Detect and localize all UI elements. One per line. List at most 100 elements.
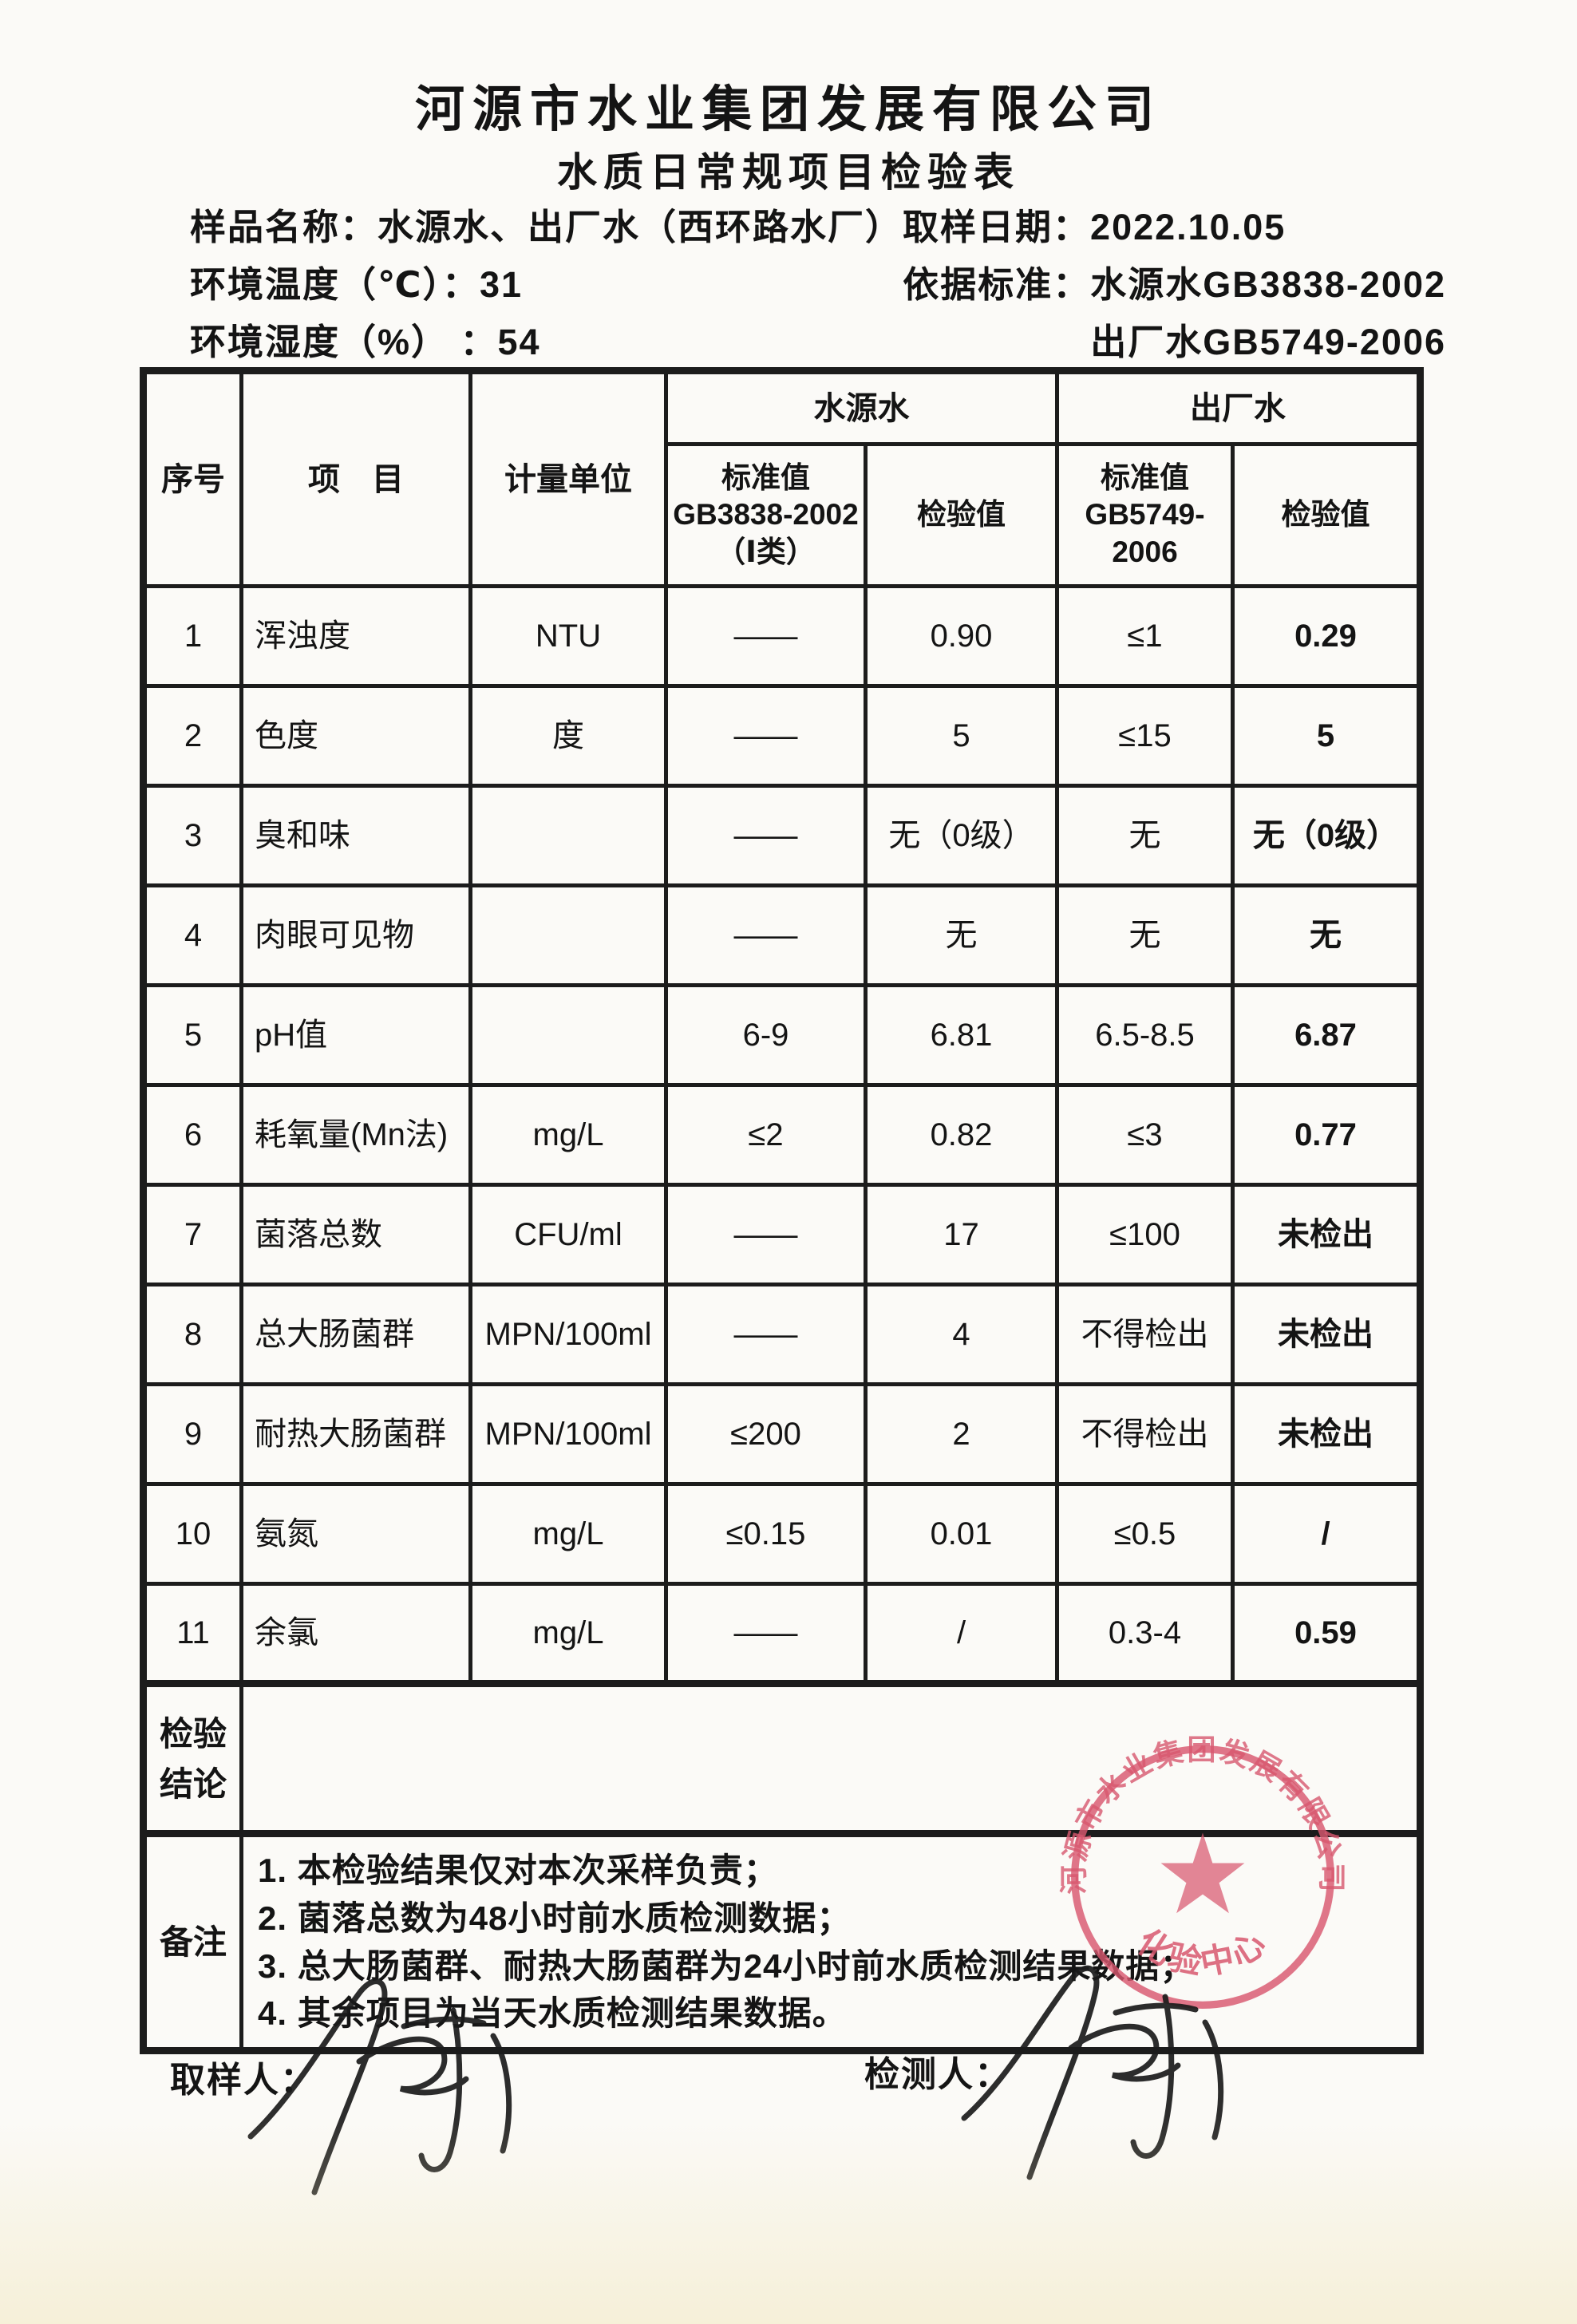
cell-unit: CFU/ml (468, 1183, 668, 1286)
remarks-label: 备注 (141, 1830, 243, 2053)
conclusion-label: 检验 结论 (141, 1680, 243, 1836)
cell-source-value: 0.82 (864, 1083, 1059, 1187)
table-row: 5 pH值 6-9 6.81 6.5-8.5 6.87 (141, 983, 1422, 1087)
cell-source-value: 0.01 (864, 1482, 1059, 1586)
header-item: 项 目 (239, 369, 472, 588)
cell-item: 耗氧量(Mn法) (239, 1083, 472, 1187)
env-temp-line: 环境温度（℃）：31 依据标准：水源水GB3838-2002 (190, 255, 1446, 307)
env-humidity-line: 环境湿度（%） ：54 出厂水GB5749-2006 (190, 313, 1446, 365)
cell-source-standard: 6-9 (664, 983, 868, 1087)
header-group-outlet-water: 出厂水 (1055, 369, 1422, 446)
sampler-label: 取样人： (170, 2061, 317, 2100)
cell-outlet-standard: ≤100 (1055, 1183, 1235, 1286)
table-row: 11 余氯 mg/L ——/0.3-4 0.59 (141, 1582, 1422, 1686)
cell-source-standard: ≤2 (664, 1083, 868, 1187)
cell-item: 总大肠菌群 (239, 1283, 472, 1386)
header-sub-row: 标准值 GB3838-2002 （Ⅰ类） 检验值 标准值 GB5749-2006… (144, 442, 1422, 588)
standard-label: 依据标准： (903, 264, 1091, 305)
cell-item: 色度 (239, 684, 472, 788)
cell-source-standard: —— (664, 883, 868, 987)
cell-outlet-value: 0.29 (1231, 584, 1422, 688)
cell-outlet-value: 无（0级） (1231, 784, 1422, 887)
cell-unit: 度 (468, 684, 668, 788)
cell-item: 氨氮 (239, 1482, 472, 1586)
table-row: 3 臭和味 —— 无（0级）无无（0级） (141, 784, 1422, 887)
cell-no: 1 (141, 584, 243, 688)
cell-no: 10 (141, 1482, 243, 1586)
cell-source-value: 无 (864, 883, 1059, 987)
cell-unit: MPN/100ml (468, 1382, 668, 1486)
cell-item: 肉眼可见物 (239, 883, 472, 987)
remark-line: 3. 总大肠菌群、耐热大肠菌群为24小时前水质检测结果数据； (258, 1947, 1195, 1985)
cell-unit: mg/L (468, 1482, 668, 1586)
env-humidity-value: 54 (497, 322, 541, 362)
cell-unit: mg/L (468, 1083, 668, 1187)
cell-outlet-standard: 6.5-8.5 (1055, 983, 1235, 1087)
cell-outlet-standard: ≤15 (1055, 684, 1235, 788)
cell-item: 臭和味 (239, 784, 472, 887)
cell-source-value: 5 (864, 684, 1059, 788)
cell-outlet-value: 0.77 (1231, 1083, 1422, 1187)
report-title: 水质日常规项目检验表 (557, 150, 1020, 195)
cell-outlet-standard: 不得检出 (1055, 1283, 1235, 1386)
cell-source-value: 2 (864, 1382, 1059, 1486)
water-quality-table: 序号 项 目 计量单位 水源水 出厂水 标准值 GB3838-2002 （Ⅰ类）… (140, 367, 1424, 2054)
cell-outlet-value: 未检出 (1231, 1382, 1422, 1486)
cell-source-standard: —— (664, 1183, 868, 1286)
cell-no: 9 (141, 1382, 243, 1486)
cell-outlet-standard: ≤0.5 (1055, 1482, 1235, 1586)
scan-edge-tint (0, 2116, 1577, 2324)
remarks-content: 1. 本检验结果仅对本次采样负责； 2. 菌落总数为48小时前水质检测数据； 3… (239, 1830, 1422, 2053)
header-no: 序号 (141, 369, 243, 588)
remark-line: 2. 菌落总数为48小时前水质检测数据； (258, 1899, 852, 1937)
cell-source-value: / (864, 1582, 1059, 1686)
cell-source-standard: —— (664, 1283, 868, 1386)
cell-unit: NTU (468, 584, 668, 688)
header-unit: 计量单位 (468, 369, 668, 588)
env-temp: 环境温度（℃）：31 (190, 255, 523, 307)
standard-source-value: 水源水GB3838-2002 (1090, 264, 1446, 305)
cell-outlet-standard: 无 (1055, 883, 1235, 987)
env-temp-value: 31 (480, 264, 524, 305)
cell-no: 5 (141, 983, 243, 1087)
cell-outlet-value: 6.87 (1231, 983, 1422, 1087)
cell-outlet-standard: ≤1 (1055, 584, 1235, 688)
table-row: 9 耐热大肠菌群 MPN/100ml ≤200 2 不得检出 未检出 (141, 1382, 1422, 1486)
cell-no: 3 (141, 784, 243, 887)
cell-outlet-standard: 不得检出 (1055, 1382, 1235, 1486)
tester-label: 检测人： (864, 2055, 1011, 2094)
table-row: 8 总大肠菌群 MPN/100ml —— 4 不得检出 未检出 (141, 1283, 1422, 1386)
cell-source-value: 0.90 (864, 584, 1059, 688)
cell-no: 11 (141, 1582, 243, 1686)
cell-source-standard: —— (664, 784, 868, 887)
header-group-source-water: 水源水 (664, 369, 1059, 446)
cell-item: 浑浊度 (239, 584, 472, 688)
cell-source-value: 17 (864, 1183, 1059, 1286)
sample-name-value: 水源水、出厂水（西环路水厂） (377, 207, 903, 247)
remarks-row: 备注 1. 本检验结果仅对本次采样负责； 2. 菌落总数为48小时前水质检测数据… (141, 1830, 1422, 2053)
cell-unit (468, 983, 668, 1087)
cell-unit: MPN/100ml (468, 1283, 668, 1386)
table-row: 4 肉眼可见物 —— 无无无 (141, 883, 1422, 987)
remark-line: 1. 本检验结果仅对本次采样负责； (258, 1852, 778, 1890)
cell-outlet-standard: 无 (1055, 784, 1235, 887)
table-row: 7 菌落总数 CFU/ml —— 17 ≤100 未检出 (141, 1183, 1422, 1286)
cell-source-standard: ≤200 (664, 1382, 868, 1486)
sampling-date-label: 取样日期： (903, 207, 1091, 247)
table-row: 10 氨氮 mg/L ≤0.15 0.01 ≤0.5/ (141, 1482, 1422, 1586)
table-row: 2 色度度 —— 5 ≤15 5 (141, 684, 1422, 788)
cell-unit (468, 784, 668, 887)
cell-unit: mg/L (468, 1582, 668, 1686)
header-outlet-value: 检验值 (1231, 442, 1422, 588)
cell-source-standard: —— (664, 584, 868, 688)
cell-outlet-standard: 0.3-4 (1055, 1582, 1235, 1686)
env-humidity: 环境湿度（%） ：54 (190, 313, 541, 365)
conclusion-value-cell (239, 1680, 1422, 1836)
header-source-value: 检验值 (864, 442, 1059, 588)
sampling-date-value: 2022.10.05 (1090, 207, 1286, 247)
cell-unit (468, 883, 668, 987)
env-temp-label: 环境温度（℃）： (190, 264, 480, 305)
cell-outlet-value: 0.59 (1231, 1582, 1422, 1686)
table-row: 6 耗氧量(Mn法) mg/L ≤2 0.82 ≤3 0.77 (141, 1083, 1422, 1187)
